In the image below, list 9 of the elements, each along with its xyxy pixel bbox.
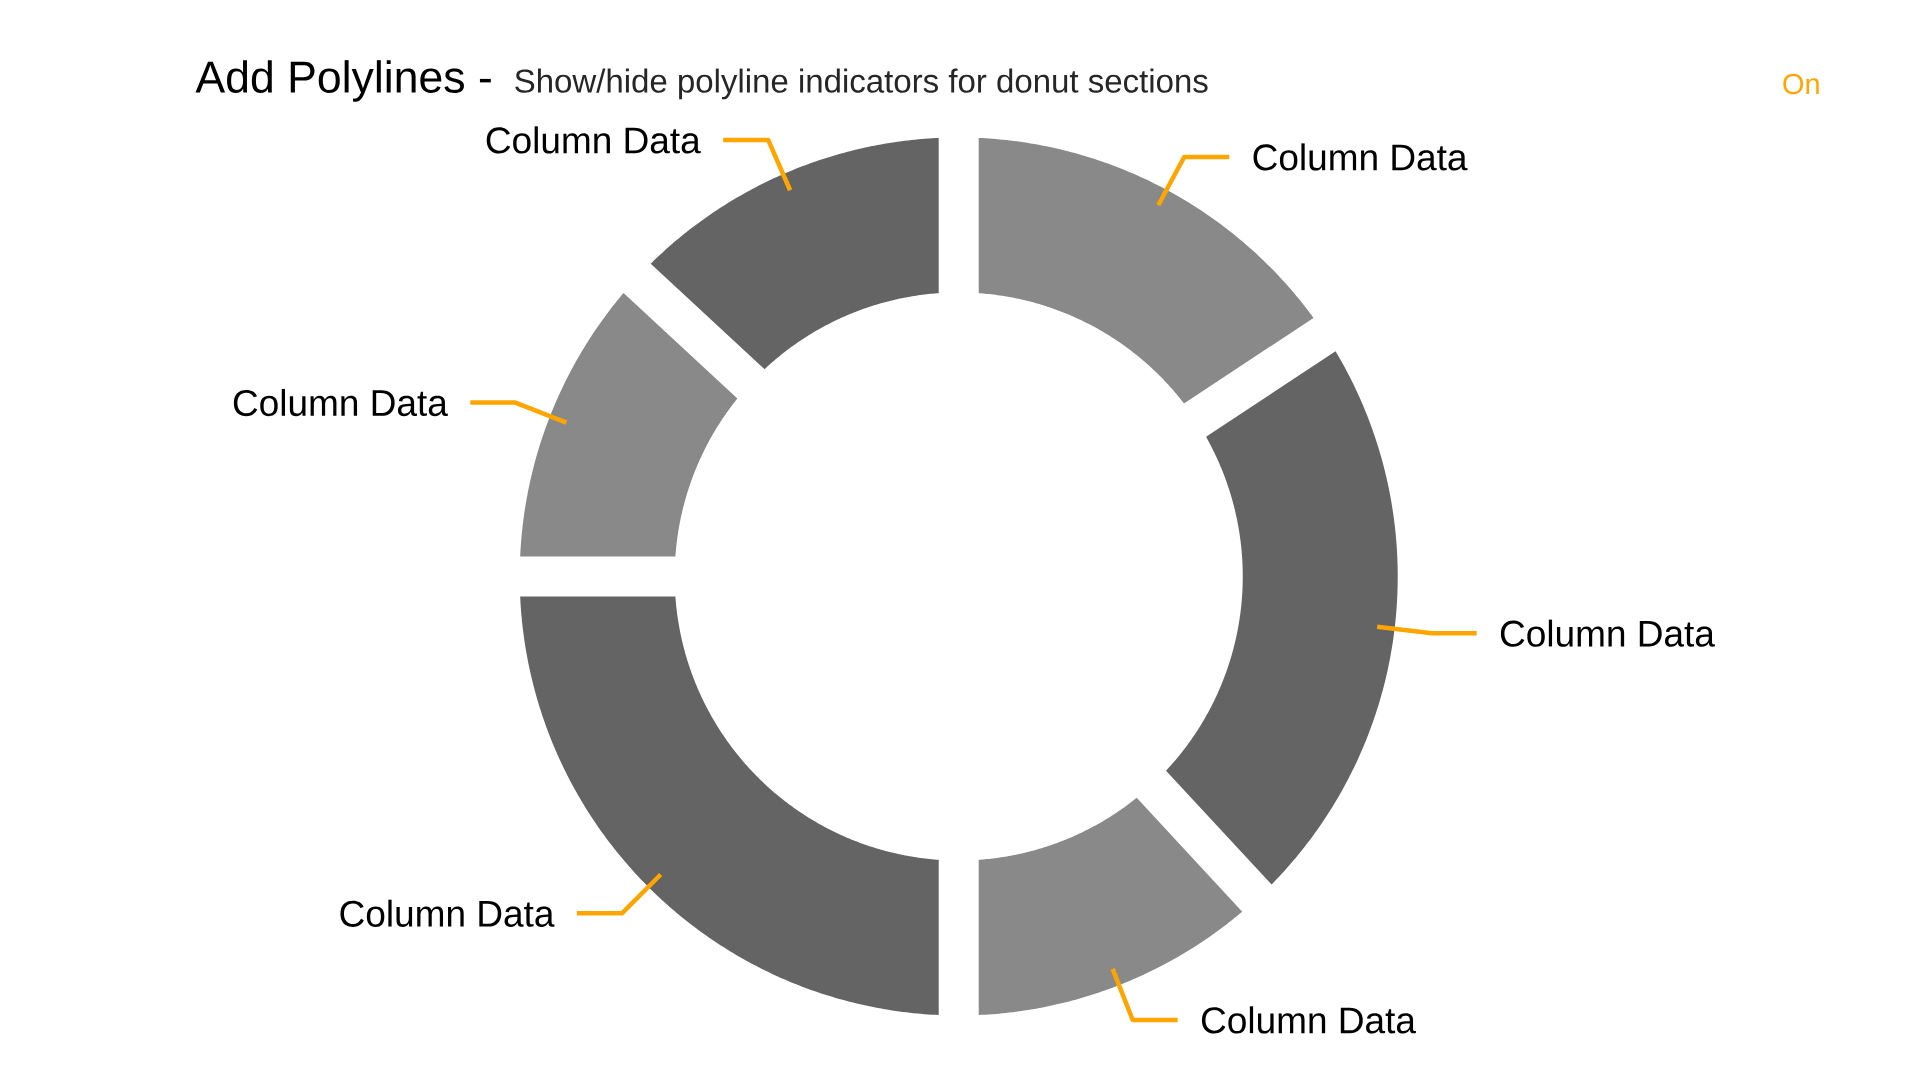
slice-label: Column Data xyxy=(1253,143,1468,171)
text: On xyxy=(1783,73,1819,95)
slice-label: Column Data xyxy=(233,388,448,417)
chart-title: Add Polylines - xyxy=(195,60,491,102)
slice-label: Column Data xyxy=(340,899,555,927)
slice-label: Column Data xyxy=(486,126,701,154)
slice-label: Column Data xyxy=(1500,619,1715,647)
slice-label: Column Data xyxy=(1201,1006,1416,1034)
chart-subtitle: Show/hide polyline indicators for donut sections xyxy=(515,68,1208,100)
